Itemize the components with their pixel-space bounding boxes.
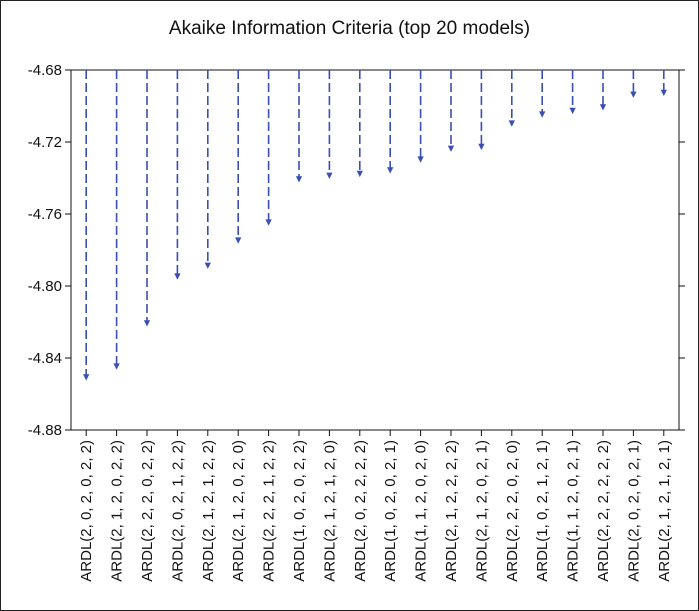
x-tick-label: ARDL(2, 1, 2, 0, 2, 2) bbox=[109, 440, 126, 582]
x-tick-label: ARDL(2, 2, 2, 2, 2, 2) bbox=[595, 440, 612, 582]
bar-arrowhead bbox=[630, 91, 637, 98]
bar-arrowhead bbox=[204, 262, 211, 269]
bar-arrowhead bbox=[417, 156, 424, 163]
bar bbox=[478, 70, 485, 151]
bar bbox=[569, 70, 576, 115]
x-tick-label: ARDL(2, 0, 2, 0, 2, 1) bbox=[625, 440, 642, 582]
bar bbox=[447, 70, 455, 152]
x-tick-label: ARDL(2, 2, 2, 1, 2, 2) bbox=[261, 440, 278, 582]
x-tick-label: ARDL(2, 1, 2, 1, 2, 0) bbox=[321, 440, 338, 582]
y-tick-label: -4.68 bbox=[28, 62, 62, 79]
bar bbox=[83, 70, 90, 381]
bar-arrowhead bbox=[326, 172, 333, 179]
y-tick-label: -4.72 bbox=[28, 134, 62, 151]
bar bbox=[143, 70, 151, 327]
chart-title: Akaike Information Criteria (top 20 mode… bbox=[168, 18, 531, 39]
x-tick-label: ARDL(2, 1, 2, 1, 2, 1) bbox=[656, 440, 673, 582]
x-tick-labels: ARDL(2, 0, 2, 0, 2, 2) ARDL(2, 1, 2, 0, 2… bbox=[78, 440, 673, 582]
bar-arrowhead bbox=[235, 237, 242, 244]
y-tick-label: -4.88 bbox=[28, 422, 62, 439]
bar bbox=[630, 70, 637, 98]
x-tick-label: ARDL(2, 0, 2, 0, 2, 2) bbox=[78, 440, 95, 582]
bar bbox=[235, 70, 242, 244]
x-tick-label: ARDL(2, 1, 2, 2, 2, 2) bbox=[443, 440, 460, 582]
bar-arrowhead bbox=[508, 120, 515, 127]
bar-arrowhead bbox=[539, 111, 546, 118]
bar-arrowhead bbox=[174, 273, 181, 280]
x-tick-label: ARDL(2, 0, 2, 2, 2, 2) bbox=[352, 440, 369, 582]
bar bbox=[508, 70, 515, 127]
y-tick-label: -4.80 bbox=[28, 278, 62, 295]
bar bbox=[356, 70, 363, 178]
bar bbox=[660, 70, 667, 97]
y-tick-label: -4.84 bbox=[28, 350, 62, 367]
x-tick-label: ARDL(1, 1, 2, 0, 2, 1) bbox=[565, 440, 582, 582]
bar-arrowhead bbox=[387, 167, 394, 174]
x-tick-label: ARDL(2, 0, 2, 1, 2, 2) bbox=[169, 440, 186, 582]
bar bbox=[417, 70, 424, 163]
bar bbox=[113, 70, 120, 370]
x-tick-label: ARDL(1, 0, 2, 1, 2, 1) bbox=[534, 440, 551, 582]
bar-arrowhead bbox=[265, 219, 272, 226]
bar-arrowhead bbox=[83, 374, 90, 381]
bar-arrowhead bbox=[143, 320, 151, 327]
y-tick-label: -4.76 bbox=[28, 206, 62, 223]
bar bbox=[539, 70, 546, 118]
x-axis bbox=[85, 430, 665, 436]
bar-arrowhead bbox=[660, 89, 667, 97]
bar-arrowhead bbox=[447, 145, 455, 152]
bar-arrowhead bbox=[599, 104, 607, 111]
x-tick-label: ARDL(1, 0, 2, 0, 2, 2) bbox=[291, 440, 308, 582]
bar bbox=[387, 70, 394, 174]
bar bbox=[174, 70, 181, 280]
y-axis: -4.68 -4.72 -4.76 -4.80 -4.84 -4.88 bbox=[28, 62, 685, 439]
x-tick-label: ARDL(1, 1, 2, 0, 2, 0) bbox=[413, 440, 430, 582]
bar bbox=[599, 70, 607, 111]
x-tick-label: ARDL(2, 2, 2, 0, 2, 2) bbox=[139, 440, 156, 582]
bar-arrowhead bbox=[356, 170, 363, 178]
bar bbox=[265, 70, 272, 226]
bar-series bbox=[83, 70, 667, 381]
x-tick-label: ARDL(2, 1, 2, 0, 2, 1) bbox=[473, 440, 490, 582]
bar-arrowhead bbox=[478, 143, 485, 151]
bar bbox=[204, 70, 211, 269]
bar-arrowhead bbox=[295, 176, 303, 183]
bar bbox=[295, 70, 303, 183]
x-tick-label: ARDL(2, 1, 2, 1, 2, 2) bbox=[200, 440, 217, 582]
x-tick-label: ARDL(1, 0, 2, 0, 2, 1) bbox=[382, 440, 399, 582]
plot-area bbox=[70, 69, 680, 431]
bar-arrowhead bbox=[569, 107, 576, 115]
bar-arrowhead bbox=[113, 363, 120, 370]
bar bbox=[326, 70, 333, 179]
x-tick-label: ARDL(2, 1, 2, 0, 2, 0) bbox=[230, 440, 247, 582]
x-tick-label: ARDL(2, 2, 2, 0, 2, 0) bbox=[504, 440, 521, 582]
